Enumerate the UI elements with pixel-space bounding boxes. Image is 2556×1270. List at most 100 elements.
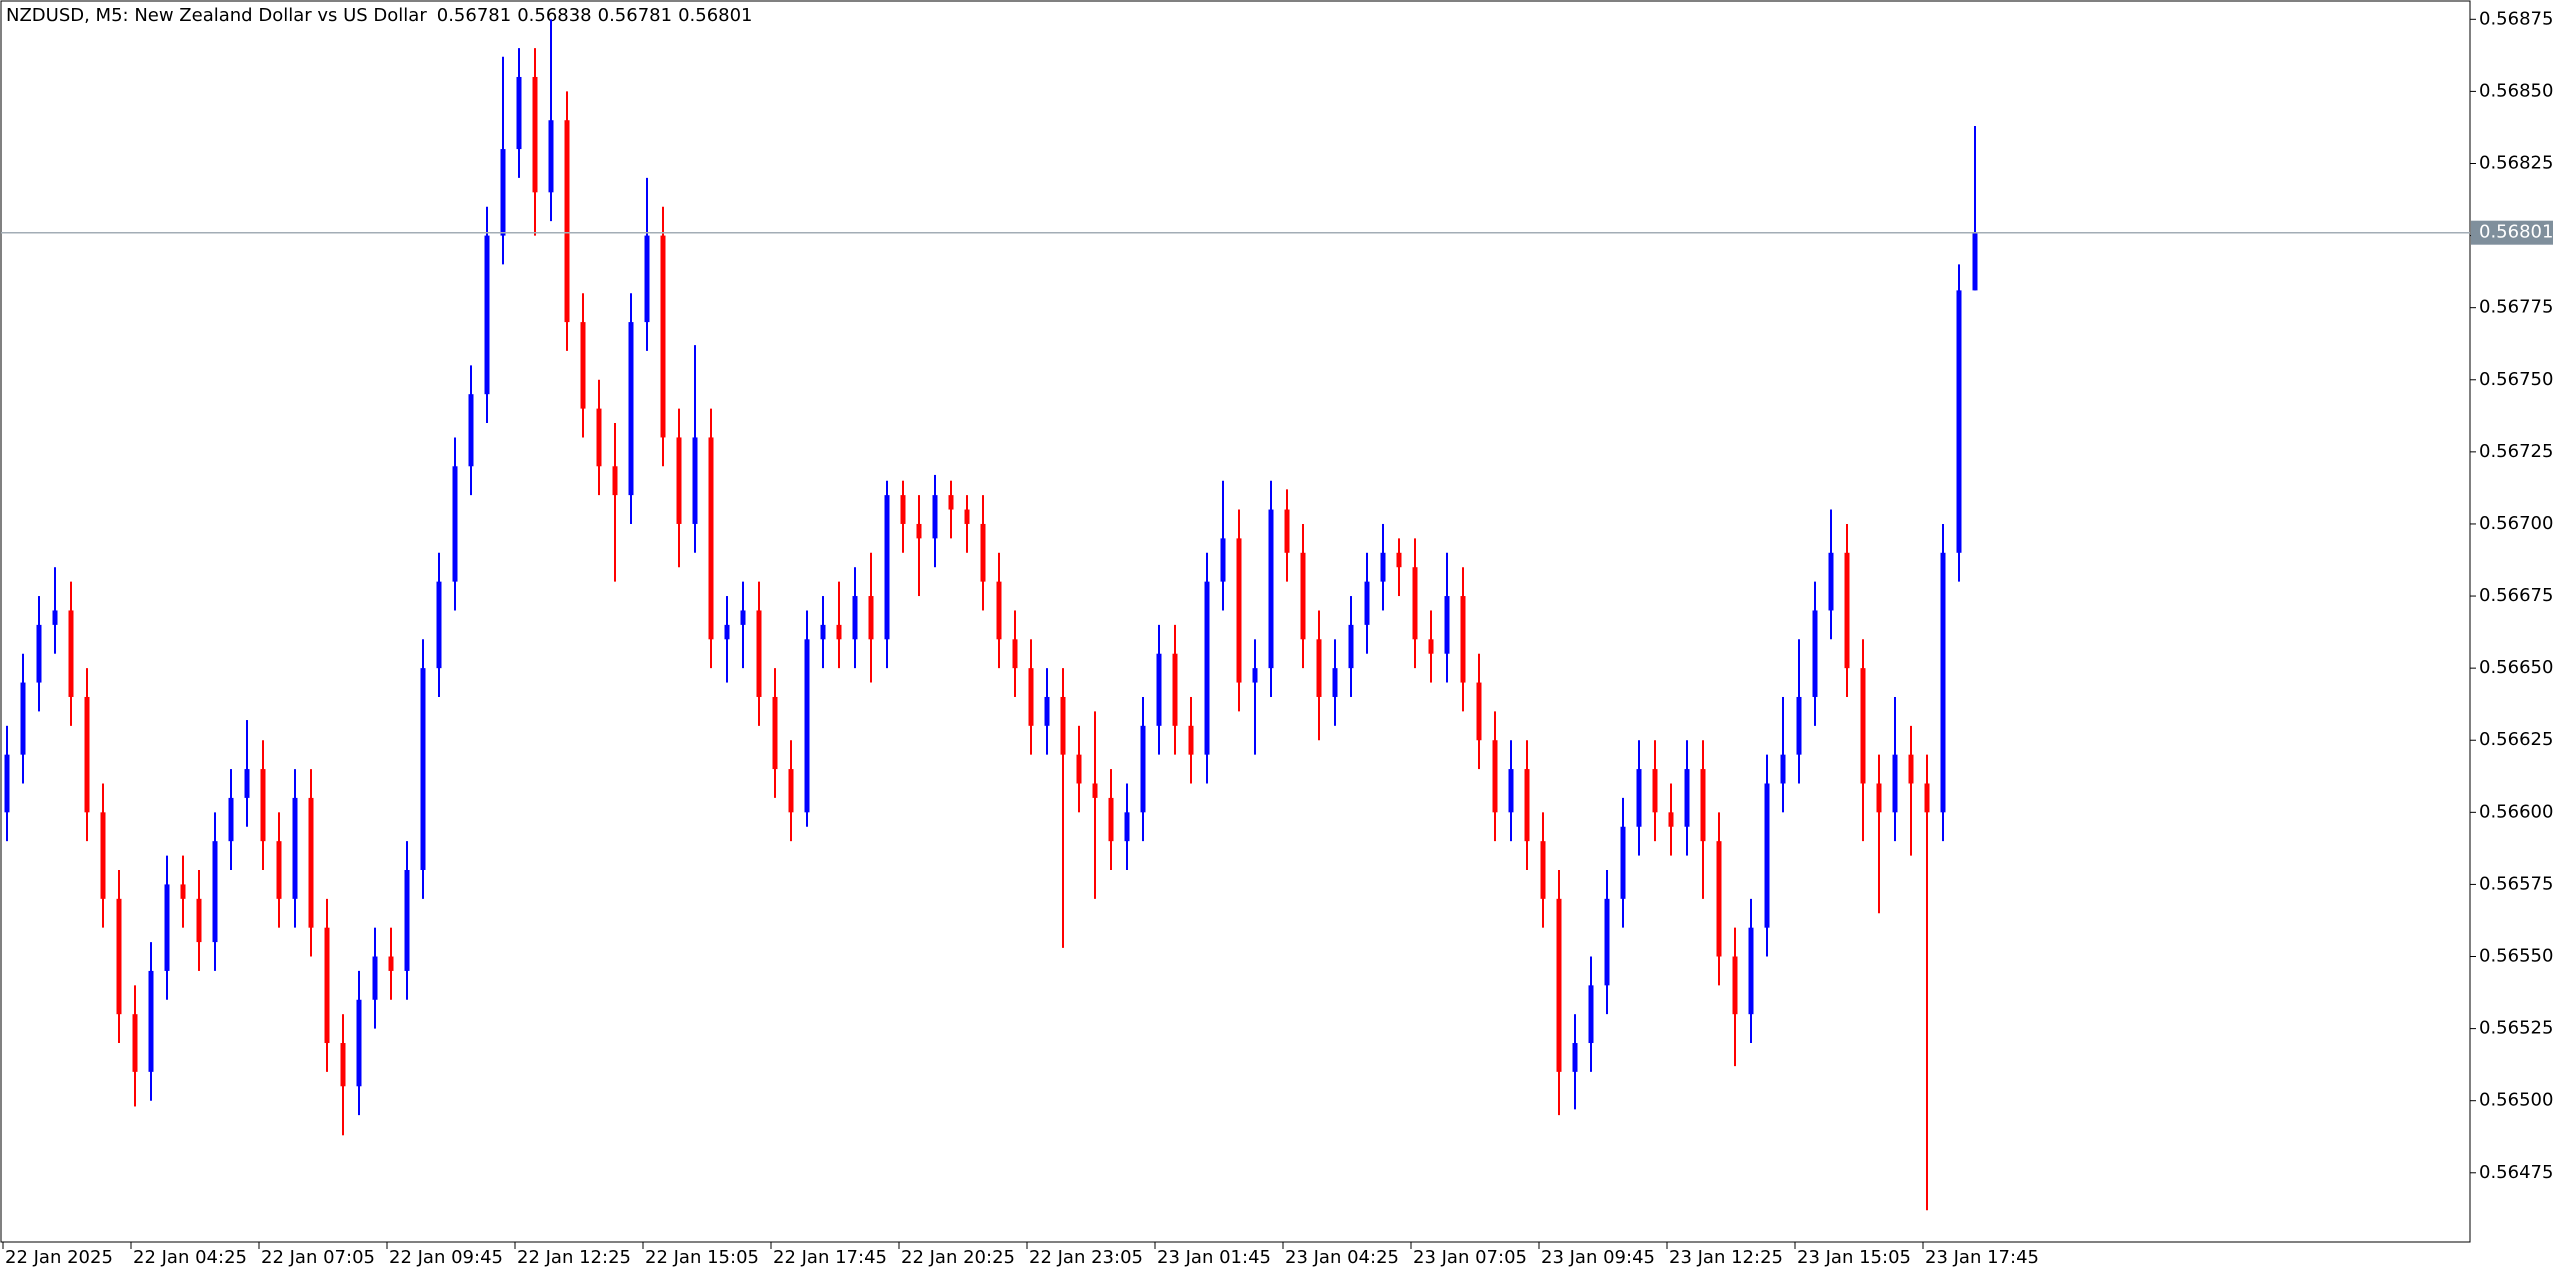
candle-body bbox=[1412, 567, 1418, 640]
y-tick-label: 0.56550 bbox=[2479, 946, 2553, 967]
candle-body bbox=[740, 610, 746, 625]
candle-body bbox=[516, 76, 522, 150]
candle-body bbox=[628, 322, 634, 496]
candle-body bbox=[212, 841, 218, 943]
candle-body bbox=[836, 624, 842, 640]
candle-body bbox=[868, 596, 874, 640]
x-tick-label: 22 Jan 07:05 bbox=[261, 1247, 375, 1268]
y-tick-label: 0.56600 bbox=[2479, 801, 2553, 822]
y-tick-label: 0.56650 bbox=[2479, 657, 2553, 678]
candle-body bbox=[356, 999, 362, 1087]
candle-body bbox=[804, 639, 810, 813]
y-tick-label: 0.56750 bbox=[2479, 369, 2553, 390]
x-tick-label: 22 Jan 09:45 bbox=[389, 1247, 503, 1268]
candle-body bbox=[1236, 538, 1242, 683]
candle-body bbox=[916, 523, 922, 539]
candle-body bbox=[1268, 509, 1274, 669]
candle-body bbox=[148, 970, 154, 1072]
candle-body bbox=[1908, 754, 1914, 784]
candle-body bbox=[484, 235, 490, 395]
candle-body bbox=[1156, 653, 1162, 726]
candle-body bbox=[948, 495, 954, 510]
candle-body bbox=[1316, 639, 1322, 697]
y-tick-label: 0.56575 bbox=[2479, 873, 2553, 894]
candle-body bbox=[1780, 754, 1786, 784]
x-tick-label: 23 Jan 12:25 bbox=[1669, 1247, 1783, 1268]
y-tick-label: 0.56700 bbox=[2479, 513, 2553, 534]
candle-body bbox=[1300, 552, 1306, 640]
candle-body bbox=[676, 437, 682, 524]
candle-body bbox=[1492, 740, 1498, 813]
header-open: 0.56781 bbox=[437, 5, 511, 26]
candle-body bbox=[1844, 552, 1850, 669]
candle-body bbox=[340, 1043, 346, 1087]
candle-body bbox=[660, 235, 666, 438]
candle-body bbox=[404, 870, 410, 971]
candle-body bbox=[996, 581, 1002, 640]
candle-body bbox=[52, 610, 58, 625]
candle-body bbox=[1604, 898, 1610, 986]
chart-title: NZDUSD, M5: New Zealand Dollar vs US Dol… bbox=[6, 5, 427, 26]
candle-body bbox=[1636, 769, 1642, 827]
candle-body bbox=[1684, 769, 1690, 827]
candle-body bbox=[116, 898, 122, 1015]
candle-body bbox=[1924, 783, 1930, 813]
candle-body bbox=[1076, 754, 1082, 784]
candle-body bbox=[1348, 624, 1354, 669]
candle-body bbox=[260, 769, 266, 842]
candle-body bbox=[1860, 668, 1866, 784]
candle-body bbox=[388, 956, 394, 971]
header-low: 0.56781 bbox=[598, 5, 672, 26]
candle-body bbox=[1028, 668, 1034, 726]
candle-body bbox=[1204, 581, 1210, 755]
candle-body bbox=[1828, 552, 1834, 611]
candle-body bbox=[1188, 725, 1194, 755]
x-tick-label: 22 Jan 20:25 bbox=[901, 1247, 1015, 1268]
last-price-label: 0.56801 bbox=[2479, 222, 2553, 243]
candle-body bbox=[1716, 841, 1722, 957]
candle-body bbox=[564, 120, 570, 323]
candle-body bbox=[436, 581, 442, 669]
candle-body bbox=[276, 841, 282, 899]
candle-body bbox=[308, 797, 314, 928]
candle-body bbox=[1540, 841, 1546, 899]
candle-body bbox=[964, 509, 970, 524]
candle-body bbox=[68, 610, 74, 697]
x-tick-label: 23 Jan 09:45 bbox=[1541, 1247, 1655, 1268]
y-tick-label: 0.56625 bbox=[2479, 729, 2553, 750]
y-tick-label: 0.56875 bbox=[2479, 8, 2553, 29]
candle-body bbox=[932, 495, 938, 539]
candle-body bbox=[1812, 610, 1818, 697]
candle-body bbox=[84, 696, 90, 813]
candle-body bbox=[1972, 232, 1978, 291]
candle-body bbox=[1940, 552, 1946, 813]
candle-body bbox=[228, 797, 234, 842]
candle-body bbox=[244, 769, 250, 798]
candle-body bbox=[548, 120, 554, 193]
candle-body bbox=[1140, 725, 1146, 813]
candle-body bbox=[900, 495, 906, 524]
candle-body bbox=[980, 523, 986, 582]
candle-body bbox=[420, 668, 426, 870]
y-tick-label: 0.56525 bbox=[2479, 1018, 2553, 1039]
candle-body bbox=[644, 235, 650, 323]
y-tick-label: 0.56825 bbox=[2479, 152, 2553, 173]
y-tick-label: 0.56675 bbox=[2479, 585, 2553, 606]
y-tick-label: 0.56725 bbox=[2479, 441, 2553, 462]
candle-body bbox=[452, 466, 458, 582]
candle-body bbox=[100, 812, 106, 899]
candle-body bbox=[1956, 290, 1962, 553]
candle-body bbox=[1572, 1043, 1578, 1072]
candle-body bbox=[788, 769, 794, 813]
last-price-box bbox=[2471, 220, 2553, 245]
candle-body bbox=[532, 76, 538, 193]
candle-body bbox=[468, 394, 474, 467]
candle-body bbox=[180, 884, 186, 899]
x-tick-label: 22 Jan 23:05 bbox=[1029, 1247, 1143, 1268]
y-tick-label: 0.56850 bbox=[2479, 80, 2553, 101]
candle-body bbox=[164, 884, 170, 971]
y-tick-label: 0.56500 bbox=[2479, 1090, 2553, 1111]
candle-body bbox=[4, 754, 10, 813]
candle-body bbox=[692, 437, 698, 524]
